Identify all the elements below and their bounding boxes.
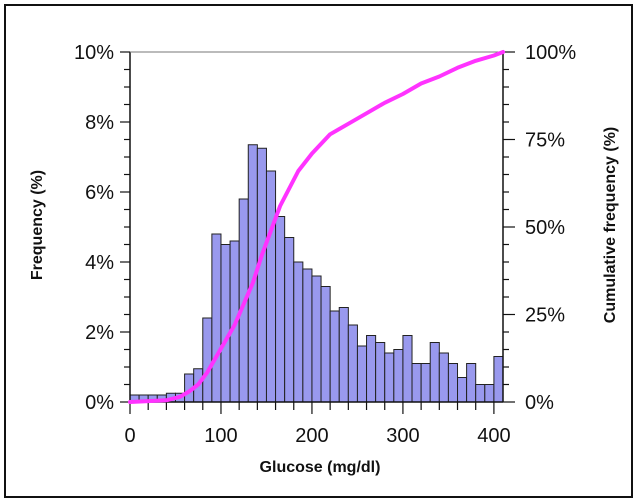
histogram-bar (284, 237, 295, 403)
histogram-bar (493, 356, 504, 403)
histogram-bar (366, 335, 377, 403)
x-tick-label: 200 (295, 425, 328, 447)
y2-tick-label: 0% (525, 392, 554, 414)
y-tick-label: 2% (85, 322, 114, 344)
histogram-bar (275, 216, 286, 403)
histogram-bar (311, 275, 322, 403)
histogram-bar (466, 363, 477, 403)
y-axis-title: Frequency (%) (29, 170, 46, 280)
cumulative-frequency-line (128, 50, 505, 404)
y-tick-label: 4% (85, 252, 114, 274)
y-tick-label: 10% (74, 42, 114, 64)
axes (120, 51, 515, 414)
histogram-bar (429, 342, 440, 403)
y-tick-label: 0% (85, 392, 114, 414)
histogram-bar (438, 352, 449, 403)
histogram-bar (347, 324, 358, 403)
histogram-bar (402, 335, 413, 403)
histogram-bars (129, 144, 504, 403)
histogram-bar (457, 377, 468, 403)
histogram-bar (393, 349, 404, 403)
y2-tick-label: 75% (525, 130, 565, 152)
histogram-bar (302, 268, 313, 403)
histogram-bar (375, 342, 386, 403)
x-axis-title: Glucose (mg/dl) (260, 459, 381, 476)
x-tick-label: 0 (124, 425, 135, 447)
histogram-bar (338, 307, 349, 403)
histogram-bar (293, 261, 304, 403)
y2-axis-title: Cumulative frequency (%) (602, 127, 619, 323)
x-tick-label: 100 (204, 425, 237, 447)
y2-tick-label: 25% (525, 305, 565, 327)
histogram-bar (411, 363, 422, 403)
histogram-bar (256, 147, 267, 403)
histogram-bar (202, 317, 213, 403)
y2-tick-label: 50% (525, 217, 565, 239)
histogram-bar (265, 170, 277, 403)
x-tick-label: 300 (386, 425, 419, 447)
y-tick-label: 8% (85, 112, 114, 134)
histogram-bar (447, 363, 459, 403)
histogram-bar (320, 286, 331, 403)
chart-frame (4, 4, 633, 498)
histogram-bar (420, 363, 431, 403)
y-tick-label: 6% (85, 182, 114, 204)
y2-tick-label: 100% (525, 42, 576, 64)
histogram-bar (329, 310, 340, 403)
histogram-bar (356, 345, 368, 403)
x-tick-label: 400 (477, 425, 510, 447)
histogram-bar (384, 352, 395, 403)
histogram-bar (211, 233, 222, 403)
histogram-bar (220, 244, 231, 403)
histogram-bar (484, 384, 495, 403)
tick-labels: 0% 2% 4% 6% 8% 10% 0% 25% 50% 75% 100% 0 100 200 300 40… (74, 42, 576, 447)
histogram-bar (475, 384, 486, 403)
